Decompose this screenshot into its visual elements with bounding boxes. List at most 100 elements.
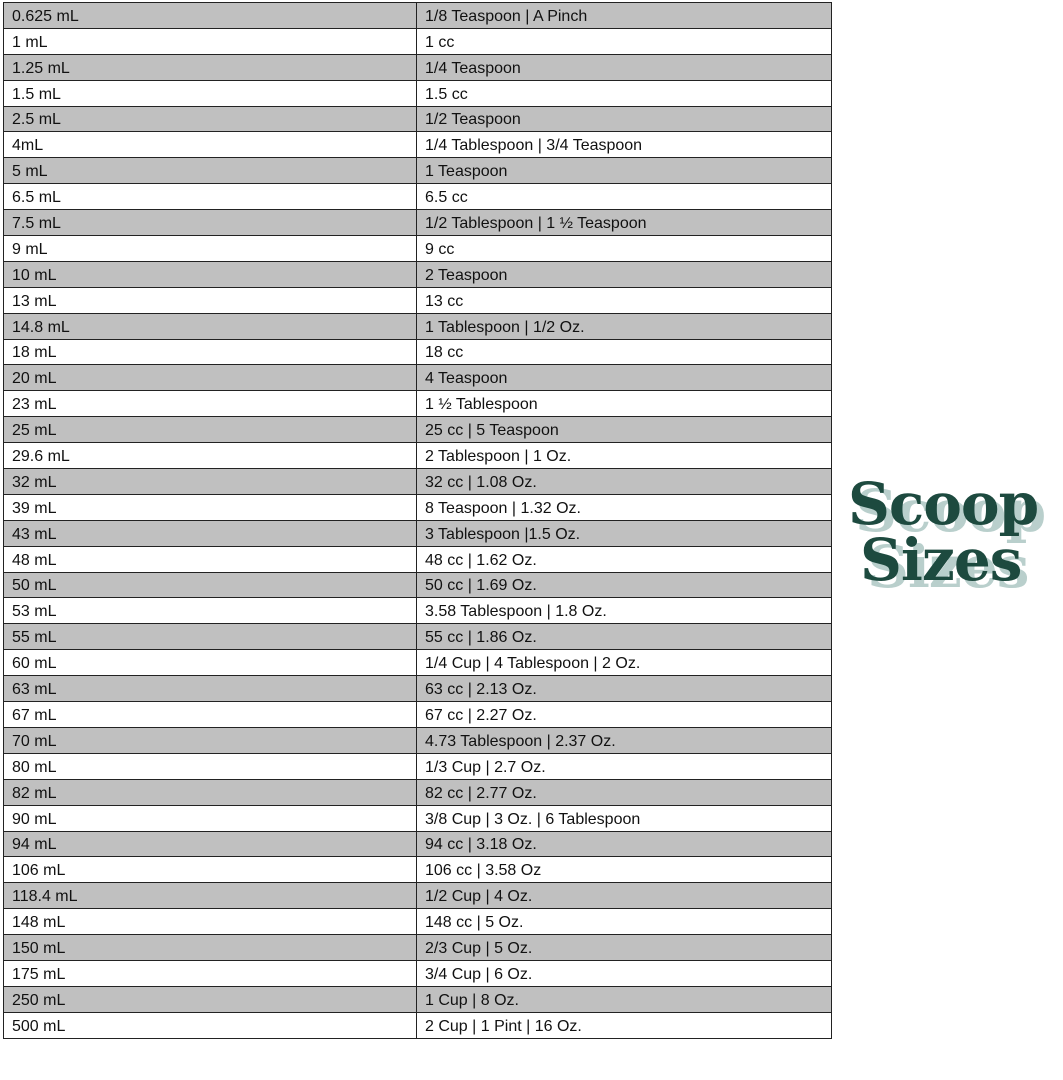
table-row: 20 mL 4 Teaspoon xyxy=(3,364,832,392)
equivalent-cell: 13 cc xyxy=(416,286,832,314)
table-row: 118.4 mL 1/2 Cup | 4 Oz. xyxy=(3,882,832,910)
table-row: 67 mL 67 cc | 2.27 Oz. xyxy=(3,701,832,728)
volume-cell: 2.5 mL xyxy=(3,105,417,133)
table-row: 18 mL 18 cc xyxy=(3,338,832,366)
equivalent-cell: 1 cc xyxy=(416,27,832,55)
logo-line-1: Scoop xyxy=(848,470,1039,538)
table-row: 32 mL 32 cc | 1.08 Oz. xyxy=(3,468,832,495)
equivalent-cell: 3/4 Cup | 6 Oz. xyxy=(416,959,832,987)
equivalent-cell: 1 Cup | 8 Oz. xyxy=(416,985,832,1013)
volume-cell: 6.5 mL xyxy=(3,183,417,211)
equivalent-cell: 67 cc | 2.27 Oz. xyxy=(416,701,832,728)
scoop-sizes-logo: Scoop Sizes xyxy=(848,470,1058,594)
equivalent-cell: 18 cc xyxy=(416,338,832,366)
volume-cell: 82 mL xyxy=(3,778,417,806)
equivalent-cell: 2 Teaspoon xyxy=(416,260,832,288)
table-row: 250 mL 1 Cup | 8 Oz. xyxy=(3,985,832,1013)
volume-cell: 4mL xyxy=(3,131,417,159)
equivalent-cell: 148 cc | 5 Oz. xyxy=(416,908,832,936)
volume-cell: 39 mL xyxy=(3,493,417,521)
table-row: 0.625 mL 1/8 Teaspoon | A Pinch xyxy=(3,2,832,29)
equivalent-cell: 1/2 Cup | 4 Oz. xyxy=(416,882,832,910)
equivalent-cell: 1/4 Teaspoon xyxy=(416,53,832,81)
volume-cell: 10 mL xyxy=(3,260,417,288)
volume-cell: 1 mL xyxy=(3,27,417,55)
volume-cell: 7.5 mL xyxy=(3,209,417,237)
table-body: 0.625 mL 1/8 Teaspoon | A Pinch 1 mL 1 cc 1.… xyxy=(3,2,832,1039)
volume-cell: 250 mL xyxy=(3,985,417,1013)
volume-cell: 0.625 mL xyxy=(3,2,417,29)
volume-cell: 5 mL xyxy=(3,157,417,185)
table-row: 23 mL 1 ½ Tablespoon xyxy=(3,390,832,418)
equivalent-cell: 94 cc | 3.18 Oz. xyxy=(416,830,832,858)
scoop-size-table: 0.625 mL 1/8 Teaspoon | A Pinch 1 mL 1 cc 1.… xyxy=(3,2,832,1039)
table-row: 60 mL 1/4 Cup | 4 Tablespoon | 2 Oz. xyxy=(3,649,832,677)
equivalent-cell: 1/3 Cup | 2.7 Oz. xyxy=(416,752,832,780)
volume-cell: 150 mL xyxy=(3,934,417,961)
volume-cell: 60 mL xyxy=(3,649,417,677)
table-row: 1.5 mL 1.5 cc xyxy=(3,79,832,107)
equivalent-cell: 106 cc | 3.58 Oz xyxy=(416,856,832,884)
equivalent-cell: 48 cc | 1.62 Oz. xyxy=(416,545,832,573)
equivalent-cell: 1/2 Teaspoon xyxy=(416,105,832,133)
equivalent-cell: 3 Tablespoon |1.5 Oz. xyxy=(416,519,832,547)
volume-cell: 148 mL xyxy=(3,908,417,936)
equivalent-cell: 1/8 Teaspoon | A Pinch xyxy=(416,2,832,29)
volume-cell: 50 mL xyxy=(3,571,417,599)
volume-cell: 14.8 mL xyxy=(3,312,417,340)
table-row: 1 mL 1 cc xyxy=(3,27,832,55)
equivalent-cell: 55 cc | 1.86 Oz. xyxy=(416,623,832,651)
equivalent-cell: 25 cc | 5 Teaspoon xyxy=(416,416,832,444)
table-row: 5 mL 1 Teaspoon xyxy=(3,157,832,185)
equivalent-cell: 4 Teaspoon xyxy=(416,364,832,392)
volume-cell: 13 mL xyxy=(3,286,417,314)
equivalent-cell: 6.5 cc xyxy=(416,183,832,211)
volume-cell: 1.5 mL xyxy=(3,79,417,107)
table-row: 70 mL 4.73 Tablespoon | 2.37 Oz. xyxy=(3,726,832,754)
table-row: 25 mL 25 cc | 5 Teaspoon xyxy=(3,416,832,444)
table-row: 500 mL 2 Cup | 1 Pint | 16 Oz. xyxy=(3,1011,832,1039)
volume-cell: 106 mL xyxy=(3,856,417,884)
equivalent-cell: 50 cc | 1.69 Oz. xyxy=(416,571,832,599)
table-row: 39 mL 8 Teaspoon | 1.32 Oz. xyxy=(3,493,832,521)
table-row: 1.25 mL 1/4 Teaspoon xyxy=(3,53,832,81)
volume-cell: 9 mL xyxy=(3,235,417,262)
table-row: 148 mL 148 cc | 5 Oz. xyxy=(3,908,832,936)
equivalent-cell: 1 ½ Tablespoon xyxy=(416,390,832,418)
volume-cell: 80 mL xyxy=(3,752,417,780)
volume-cell: 48 mL xyxy=(3,545,417,573)
logo-line-2: Sizes xyxy=(860,526,1022,594)
volume-cell: 32 mL xyxy=(3,468,417,495)
table-row: 48 mL 48 cc | 1.62 Oz. xyxy=(3,545,832,573)
table-row: 82 mL 82 cc | 2.77 Oz. xyxy=(3,778,832,806)
volume-cell: 94 mL xyxy=(3,830,417,858)
equivalent-cell: 2 Tablespoon | 1 Oz. xyxy=(416,442,832,470)
table-row: 29.6 mL 2 Tablespoon | 1 Oz. xyxy=(3,442,832,470)
equivalent-cell: 3/8 Cup | 3 Oz. | 6 Tablespoon xyxy=(416,804,832,832)
table-row: 55 mL 55 cc | 1.86 Oz. xyxy=(3,623,832,651)
table-row: 43 mL 3 Tablespoon |1.5 Oz. xyxy=(3,519,832,547)
table-row: 10 mL 2 Teaspoon xyxy=(3,260,832,288)
table-row: 9 mL 9 cc xyxy=(3,235,832,262)
equivalent-cell: 9 cc xyxy=(416,235,832,262)
equivalent-cell: 3.58 Tablespoon | 1.8 Oz. xyxy=(416,597,832,625)
volume-cell: 1.25 mL xyxy=(3,53,417,81)
equivalent-cell: 1/4 Cup | 4 Tablespoon | 2 Oz. xyxy=(416,649,832,677)
equivalent-cell: 32 cc | 1.08 Oz. xyxy=(416,468,832,495)
table-row: 150 mL 2/3 Cup | 5 Oz. xyxy=(3,934,832,961)
equivalent-cell: 4.73 Tablespoon | 2.37 Oz. xyxy=(416,726,832,754)
volume-cell: 20 mL xyxy=(3,364,417,392)
equivalent-cell: 8 Teaspoon | 1.32 Oz. xyxy=(416,493,832,521)
equivalent-cell: 1 Tablespoon | 1/2 Oz. xyxy=(416,312,832,340)
equivalent-cell: 63 cc | 2.13 Oz. xyxy=(416,675,832,703)
volume-cell: 55 mL xyxy=(3,623,417,651)
equivalent-cell: 1 Teaspoon xyxy=(416,157,832,185)
table-row: 4mL 1/4 Tablespoon | 3/4 Teaspoon xyxy=(3,131,832,159)
table-row: 53 mL 3.58 Tablespoon | 1.8 Oz. xyxy=(3,597,832,625)
volume-cell: 90 mL xyxy=(3,804,417,832)
table-row: 106 mL 106 cc | 3.58 Oz xyxy=(3,856,832,884)
volume-cell: 67 mL xyxy=(3,701,417,728)
volume-cell: 18 mL xyxy=(3,338,417,366)
table-row: 63 mL 63 cc | 2.13 Oz. xyxy=(3,675,832,703)
equivalent-cell: 2/3 Cup | 5 Oz. xyxy=(416,934,832,961)
